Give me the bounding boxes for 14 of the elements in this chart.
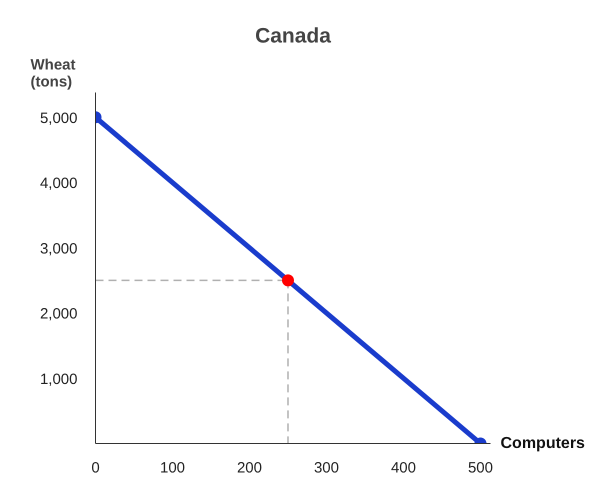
chart-title: Canada (255, 24, 332, 48)
x-tick-label: 300 (314, 460, 340, 476)
x-tick-label: 200 (236, 460, 262, 476)
x-tick-label: 0 (91, 460, 100, 476)
y-tick-label: 3,000 (40, 240, 78, 258)
y-tick-label: 1,000 (40, 370, 78, 388)
y-tick-label: 5,000 (40, 110, 78, 127)
y-tick-label: 4,000 (40, 175, 78, 192)
y-axis-title: Wheat (tons) (30, 56, 76, 90)
x-axis-title: Computers (500, 435, 586, 452)
x-tick-label: 100 (160, 460, 186, 476)
x-tick-label: 400 (390, 460, 416, 476)
y-tick-label: 2,000 (40, 306, 78, 323)
x-tick-label: 500 (468, 460, 494, 476)
